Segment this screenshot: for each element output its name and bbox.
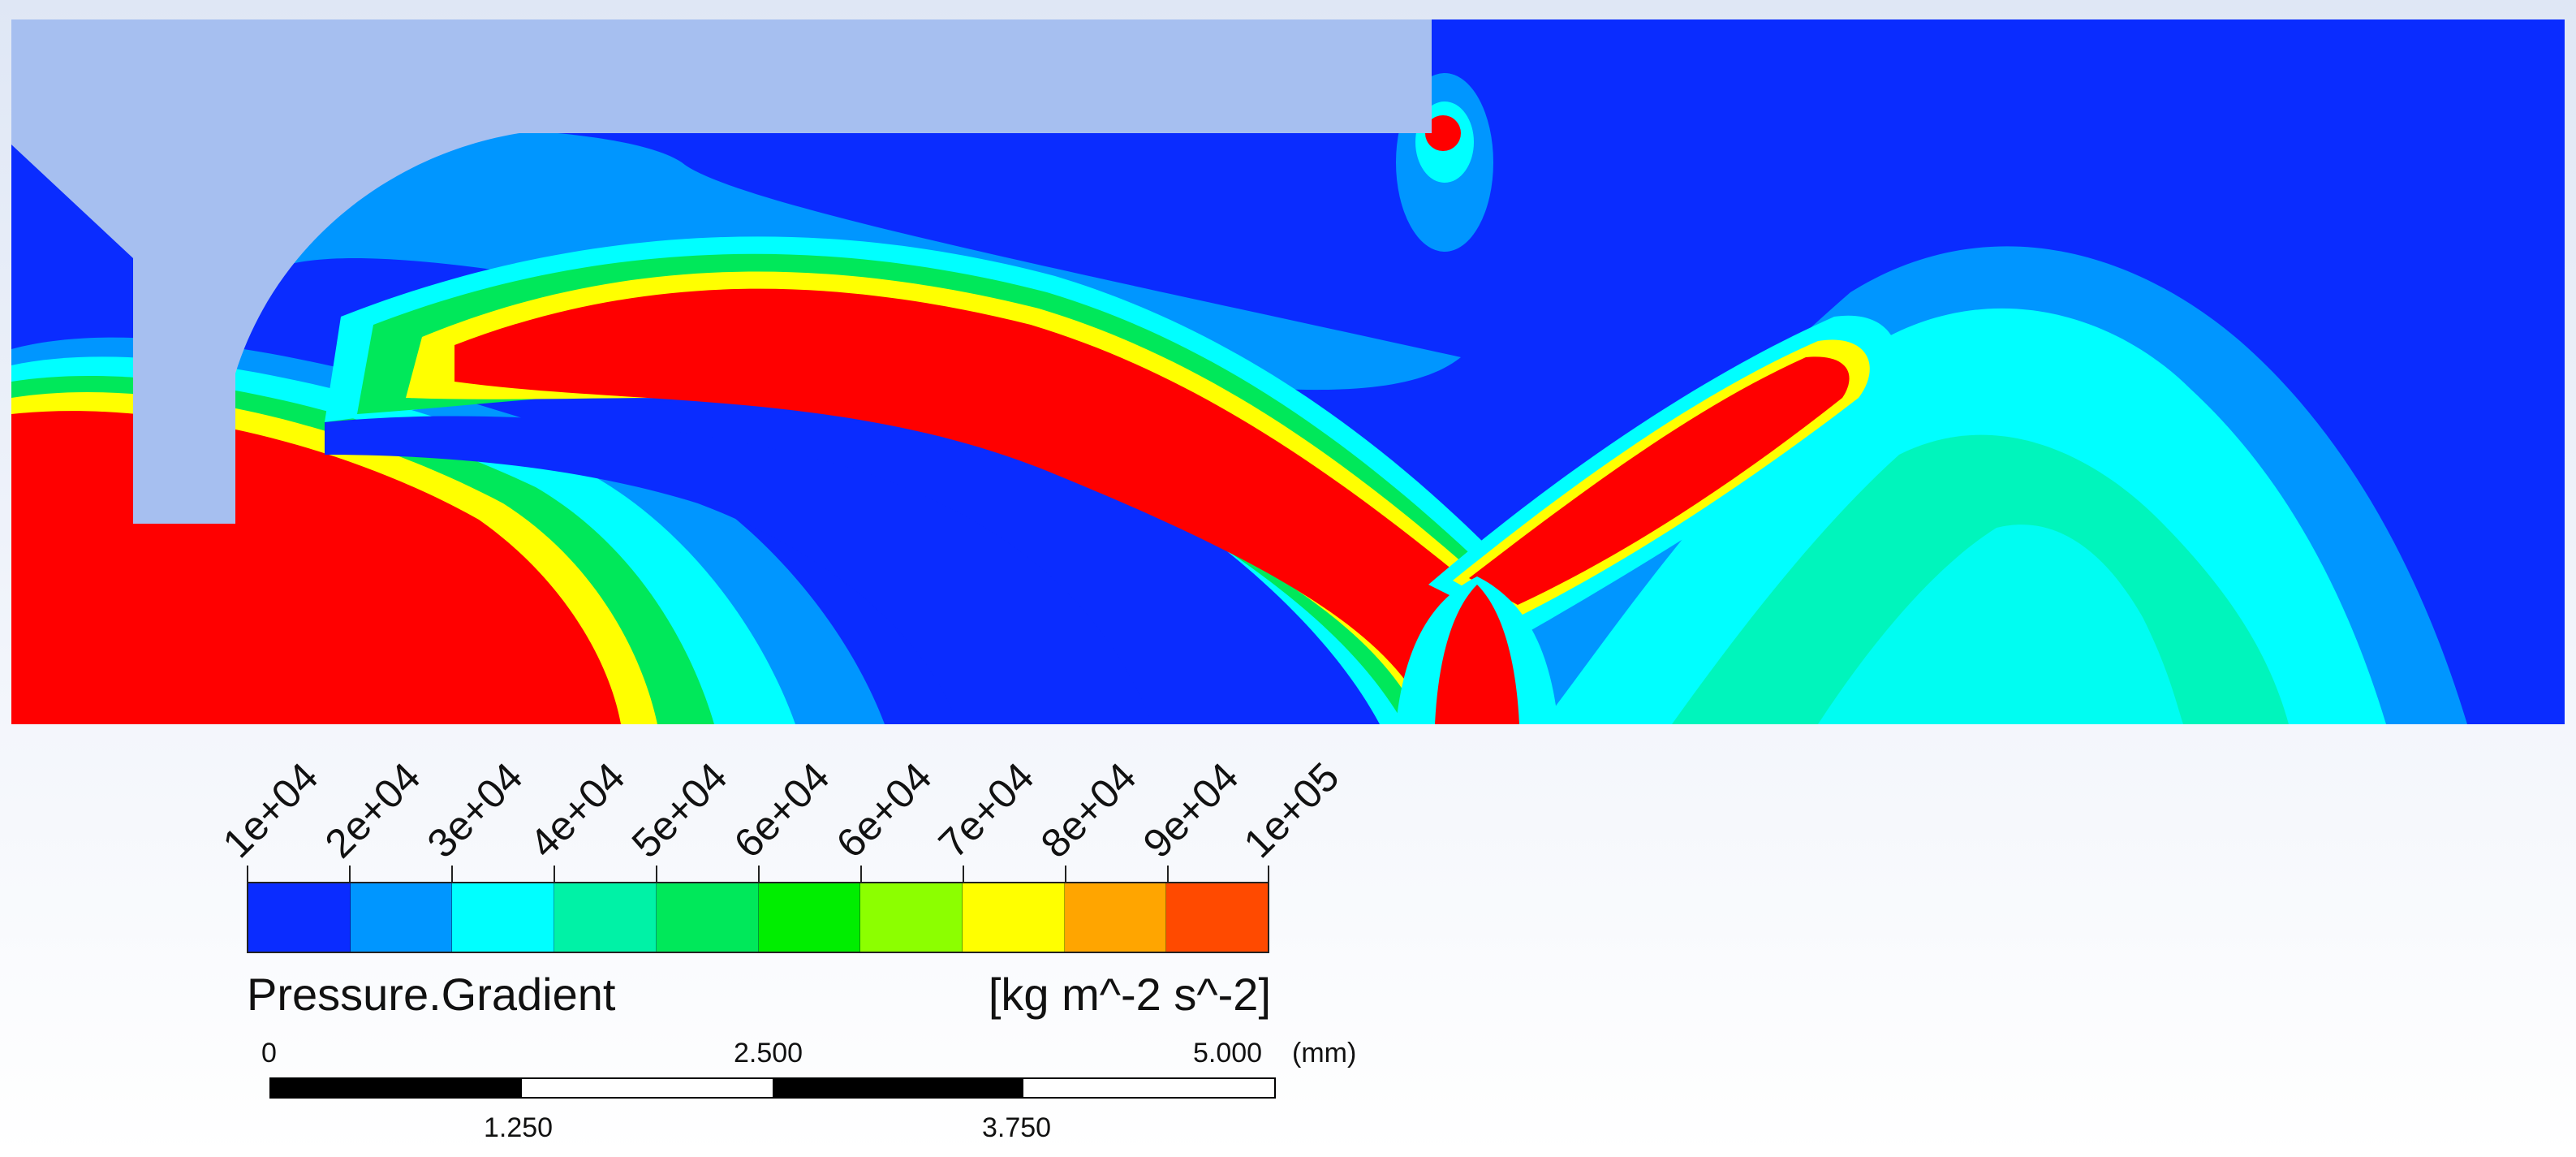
scale-bar <box>269 1077 1276 1099</box>
scale-segment <box>271 1079 522 1097</box>
scale-label-end: 5.000 <box>1193 1038 1263 1068</box>
scale-unit: (mm) <box>1292 1038 1357 1068</box>
legend-swatch <box>1166 883 1269 952</box>
legend-swatch <box>758 883 861 952</box>
scale-segment <box>1023 1079 1274 1097</box>
solid-geometry <box>11 19 1432 524</box>
main-arc-peak <box>454 288 1461 724</box>
legend-color-bar <box>247 882 1269 953</box>
legend-title: Pressure.Gradient <box>247 969 616 1020</box>
scale-label-start: 0 <box>261 1038 277 1068</box>
right-wake-pocket <box>1818 525 2183 724</box>
scale-label-three-quarter: 3.750 <box>982 1112 1052 1143</box>
corner-hotspot-peak <box>1425 115 1461 151</box>
legend-units: [kg m^-2 s^-2] <box>988 969 1271 1020</box>
scale-segment <box>522 1079 773 1097</box>
legend-swatch <box>248 883 351 952</box>
legend-swatch <box>860 883 963 952</box>
legend-swatch <box>1064 883 1167 952</box>
legend-tick-marks <box>247 866 1269 883</box>
scale-segment <box>773 1079 1023 1097</box>
right-arm-peak <box>1469 356 1850 605</box>
legend-swatch <box>656 883 759 952</box>
legend-swatch <box>452 883 555 952</box>
scale-label-mid: 2.500 <box>734 1038 803 1068</box>
scale-label-quarter: 1.250 <box>484 1112 554 1143</box>
legend-swatch <box>962 883 1065 952</box>
under-arc-pocket <box>325 416 1152 724</box>
legend-swatch <box>554 883 657 952</box>
y-stem-peak <box>1435 585 1519 724</box>
legend-swatch <box>350 883 453 952</box>
